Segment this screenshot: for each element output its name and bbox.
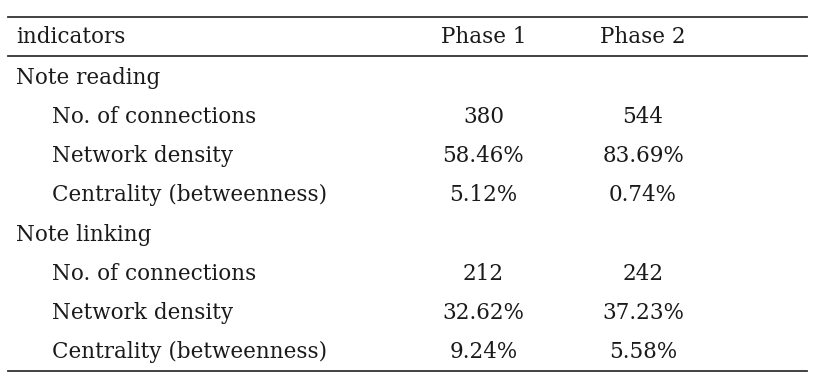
Text: No. of connections: No. of connections — [52, 263, 257, 285]
Text: Network density: Network density — [52, 145, 233, 167]
Text: Phase 2: Phase 2 — [601, 26, 686, 48]
Text: 5.12%: 5.12% — [449, 184, 518, 206]
Text: Note reading: Note reading — [16, 67, 161, 89]
Text: 212: 212 — [463, 263, 504, 285]
Text: Centrality (betweenness): Centrality (betweenness) — [52, 184, 327, 206]
Text: Phase 1: Phase 1 — [441, 26, 526, 48]
Text: 380: 380 — [463, 106, 504, 128]
Text: 32.62%: 32.62% — [443, 302, 524, 324]
Text: 544: 544 — [623, 106, 663, 128]
Text: 9.24%: 9.24% — [449, 341, 518, 363]
Text: 0.74%: 0.74% — [609, 184, 677, 206]
Text: Network density: Network density — [52, 302, 233, 324]
Text: 58.46%: 58.46% — [443, 145, 524, 167]
Text: indicators: indicators — [16, 26, 126, 48]
Text: 242: 242 — [623, 263, 663, 285]
Text: 37.23%: 37.23% — [602, 302, 684, 324]
Text: 5.58%: 5.58% — [609, 341, 677, 363]
Text: No. of connections: No. of connections — [52, 106, 257, 128]
Text: 83.69%: 83.69% — [602, 145, 684, 167]
Text: Centrality (betweenness): Centrality (betweenness) — [52, 341, 327, 363]
Text: Note linking: Note linking — [16, 223, 152, 246]
